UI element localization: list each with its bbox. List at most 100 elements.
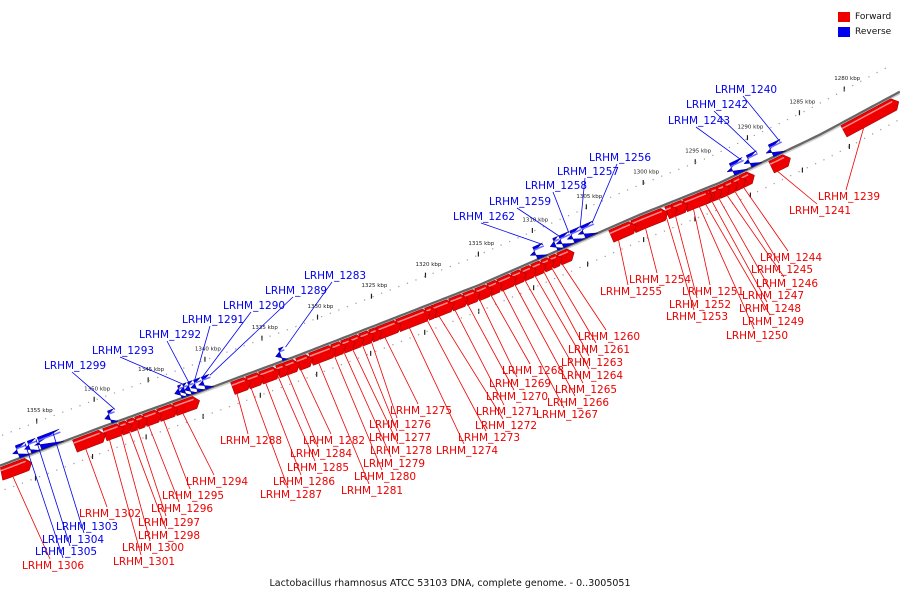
- gene-label[interactable]: LRHM_1241: [789, 205, 851, 217]
- gene-label[interactable]: LRHM_1293: [92, 345, 154, 357]
- gene-label[interactable]: LRHM_1275: [390, 405, 452, 417]
- gene-LRHM_1283[interactable]: [275, 346, 289, 362]
- gene-label[interactable]: LRHM_1279: [363, 458, 425, 470]
- gene-LRHM_1240[interactable]: [765, 138, 786, 157]
- gene-LRHM_1254[interactable]: [630, 208, 669, 234]
- gene-LRHM_1281[interactable]: [308, 345, 337, 366]
- gene-label[interactable]: LRHM_1253: [666, 311, 728, 323]
- gene-LRHM_1259[interactable]: [549, 236, 564, 251]
- gene-label[interactable]: LRHM_1260: [578, 331, 640, 343]
- gene-label[interactable]: LRHM_1257: [557, 166, 619, 178]
- gene-LRHM_1258[interactable]: [555, 231, 574, 249]
- gene-LRHM_1304[interactable]: [23, 437, 40, 454]
- gene-LRHM_1291[interactable]: [184, 379, 198, 395]
- gene-label[interactable]: LRHM_1243: [668, 115, 730, 127]
- gene-label[interactable]: LRHM_1286: [273, 476, 335, 488]
- gene-LRHM_1289[interactable]: [198, 373, 214, 390]
- gene-label[interactable]: LRHM_1291: [182, 314, 244, 326]
- gene-label[interactable]: LRHM_1262: [453, 211, 515, 223]
- gene-label[interactable]: LRHM_1288: [220, 435, 282, 447]
- gene-label[interactable]: LRHM_1289: [265, 285, 327, 297]
- gene-label[interactable]: LRHM_1283: [304, 270, 366, 282]
- gene-LRHM_1282[interactable]: [295, 354, 314, 371]
- gene-label[interactable]: LRHM_1301: [113, 556, 175, 568]
- gene-LRHM_1286[interactable]: [258, 366, 281, 385]
- gene-label[interactable]: LRHM_1263: [561, 357, 623, 369]
- gene-label[interactable]: LRHM_1246: [756, 278, 818, 290]
- gene-label[interactable]: LRHM_1285: [287, 462, 349, 474]
- gene-LRHM_1251[interactable]: [682, 190, 713, 213]
- gene-LRHM_1256[interactable]: [577, 220, 598, 239]
- gene-LRHM_1293[interactable]: [174, 384, 187, 399]
- gene-label[interactable]: LRHM_1302: [79, 508, 141, 520]
- gene-label[interactable]: LRHM_1274: [436, 445, 498, 457]
- gene-label[interactable]: LRHM_1290: [223, 300, 285, 312]
- gene-LRHM_1301[interactable]: [102, 423, 125, 442]
- gene-label[interactable]: LRHM_1294: [186, 476, 248, 488]
- legend-item-reverse[interactable]: Reverse: [838, 24, 891, 39]
- gene-label[interactable]: LRHM_1299: [44, 360, 106, 372]
- gene-label[interactable]: LRHM_1282: [303, 435, 365, 447]
- gene-label[interactable]: LRHM_1303: [56, 521, 118, 533]
- gene-label[interactable]: LRHM_1306: [22, 560, 84, 572]
- legend-item-forward[interactable]: Forward: [838, 9, 891, 24]
- gene-label[interactable]: LRHM_1264: [561, 370, 623, 382]
- gene-label[interactable]: LRHM_1249: [742, 316, 804, 328]
- gene-label[interactable]: LRHM_1240: [715, 84, 777, 96]
- gene-LRHM_1262[interactable]: [529, 242, 548, 260]
- gene-label[interactable]: LRHM_1270: [486, 391, 548, 403]
- gene-label[interactable]: LRHM_1252: [669, 299, 731, 311]
- gene-label[interactable]: LRHM_1239: [818, 191, 880, 203]
- gene-LRHM_1305[interactable]: [11, 441, 30, 459]
- gene-label[interactable]: LRHM_1244: [760, 252, 822, 264]
- gene-LRHM_1302[interactable]: [72, 429, 106, 453]
- gene-label[interactable]: LRHM_1250: [726, 330, 788, 342]
- gene-LRHM_1295[interactable]: [156, 403, 179, 422]
- gene-LRHM_1299[interactable]: [104, 408, 119, 424]
- gene-label[interactable]: LRHM_1267: [536, 409, 598, 421]
- gene-label[interactable]: LRHM_1245: [751, 264, 813, 276]
- gene-LRHM_1245[interactable]: [730, 175, 746, 192]
- gene-label[interactable]: LRHM_1248: [739, 303, 801, 315]
- gene-label[interactable]: LRHM_1273: [458, 432, 520, 444]
- gene-LRHM_1271[interactable]: [448, 293, 469, 312]
- gene-LRHM_1303[interactable]: [34, 428, 64, 450]
- gene-label[interactable]: LRHM_1271: [476, 406, 538, 418]
- gene-label[interactable]: LRHM_1254: [629, 274, 691, 286]
- gene-label[interactable]: LRHM_1277: [369, 432, 431, 444]
- gene-LRHM_1257[interactable]: [566, 226, 585, 244]
- gene-label[interactable]: LRHM_1280: [354, 471, 416, 483]
- gene-label[interactable]: LRHM_1297: [138, 517, 200, 529]
- gene-LRHM_1246[interactable]: [722, 179, 738, 196]
- gene-label[interactable]: LRHM_1304: [42, 534, 104, 546]
- gene-label[interactable]: LRHM_1298: [138, 530, 200, 542]
- gene-LRHM_1263[interactable]: [540, 257, 555, 273]
- gene-label[interactable]: LRHM_1295: [162, 490, 224, 502]
- gene-label[interactable]: LRHM_1272: [475, 420, 537, 432]
- gene-LRHM_1287[interactable]: [245, 372, 265, 390]
- gene-label[interactable]: LRHM_1247: [742, 290, 804, 302]
- gene-label[interactable]: LRHM_1265: [555, 384, 617, 396]
- gene-LRHM_1274[interactable]: [395, 308, 431, 333]
- gene-label[interactable]: LRHM_1268: [502, 365, 564, 377]
- gene-label[interactable]: LRHM_1258: [525, 180, 587, 192]
- gene-label[interactable]: LRHM_1287: [260, 489, 322, 501]
- gene-LRHM_1306[interactable]: [0, 458, 33, 481]
- gene-label[interactable]: LRHM_1305: [35, 546, 97, 558]
- gene-label[interactable]: LRHM_1242: [686, 99, 748, 111]
- gene-label[interactable]: LRHM_1259: [489, 196, 551, 208]
- gene-label[interactable]: LRHM_1296: [151, 503, 213, 515]
- gene-LRHM_1239[interactable]: [840, 98, 900, 138]
- gene-label[interactable]: LRHM_1255: [600, 286, 662, 298]
- gene-LRHM_1261[interactable]: [548, 253, 563, 269]
- gene-LRHM_1294[interactable]: [172, 396, 201, 417]
- gene-LRHM_1296[interactable]: [142, 409, 163, 427]
- gene-LRHM_1292[interactable]: [179, 382, 192, 397]
- gene-label[interactable]: LRHM_1292: [139, 329, 201, 341]
- gene-LRHM_1290[interactable]: [190, 377, 205, 393]
- gene-label[interactable]: LRHM_1281: [341, 485, 403, 497]
- gene-label[interactable]: LRHM_1300: [122, 542, 184, 554]
- gene-label[interactable]: LRHM_1284: [290, 448, 352, 460]
- gene-label[interactable]: LRHM_1261: [568, 344, 630, 356]
- gene-label[interactable]: LRHM_1266: [547, 397, 609, 409]
